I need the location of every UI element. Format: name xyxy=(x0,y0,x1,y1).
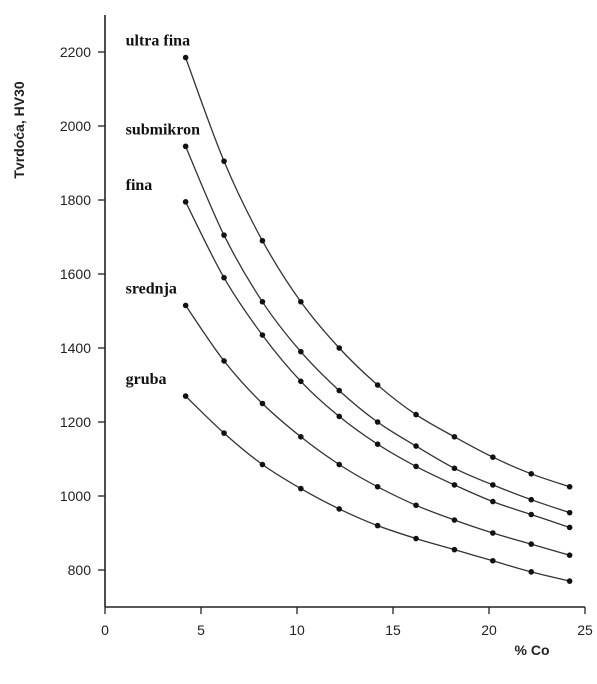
y-tick-label: 1000 xyxy=(60,488,91,504)
series-label: submikron xyxy=(126,121,201,138)
series-group: ultra fina submikron fina srednja gruba xyxy=(126,33,573,584)
y-tick-label: 1400 xyxy=(60,340,91,356)
y-tick-label: 1200 xyxy=(60,414,91,430)
data-point xyxy=(182,199,189,205)
data-point xyxy=(528,511,535,518)
data-point xyxy=(298,348,304,355)
data-point xyxy=(182,302,189,309)
data-point xyxy=(451,434,458,440)
data-point xyxy=(259,400,266,407)
data-point xyxy=(451,517,458,523)
y-tick-label: 2000 xyxy=(60,118,91,134)
data-point xyxy=(259,237,266,244)
series-line xyxy=(185,146,570,514)
y-tick-label: 800 xyxy=(68,562,92,578)
x-ticks: 0 5 10 15 20 25 xyxy=(101,607,593,638)
data-point xyxy=(298,434,304,440)
series-label: gruba xyxy=(126,371,167,388)
data-point xyxy=(451,546,458,553)
data-point xyxy=(221,158,227,164)
series-label: srednja xyxy=(126,280,177,297)
series-label: ultra fina xyxy=(126,33,190,50)
data-point xyxy=(374,419,381,425)
data-point xyxy=(336,461,343,468)
data-point xyxy=(566,578,573,584)
data-point xyxy=(298,298,304,305)
y-tick-label: 1600 xyxy=(60,266,91,282)
data-point xyxy=(374,483,381,490)
series-label: fina xyxy=(126,177,153,194)
data-point xyxy=(336,413,343,420)
data-point xyxy=(490,454,496,460)
data-point xyxy=(490,482,496,488)
x-tick-label: 25 xyxy=(577,622,593,638)
series-srednja: srednja xyxy=(126,280,573,558)
data-point xyxy=(413,502,419,509)
data-point xyxy=(221,232,227,238)
series-fina: fina xyxy=(126,177,573,531)
data-point xyxy=(566,552,573,558)
data-point xyxy=(336,506,343,512)
series-line xyxy=(184,57,570,488)
data-point xyxy=(413,411,419,418)
series-ultra-fina: ultra fina xyxy=(126,33,573,490)
axes xyxy=(104,15,585,608)
data-point xyxy=(374,522,381,529)
data-point xyxy=(528,496,535,503)
data-point xyxy=(221,274,227,281)
data-point xyxy=(298,485,304,492)
series-submikron: submikron xyxy=(126,121,573,516)
series-line xyxy=(185,201,570,529)
data-point xyxy=(221,358,227,364)
data-point xyxy=(566,509,573,516)
data-point xyxy=(566,483,573,490)
data-point xyxy=(528,569,535,575)
series-line xyxy=(185,305,570,556)
y-tick-label: 1800 xyxy=(60,192,91,208)
data-point xyxy=(182,393,189,399)
data-point xyxy=(374,441,381,448)
data-point xyxy=(336,387,343,394)
data-point xyxy=(374,382,381,388)
data-point xyxy=(490,557,496,564)
data-point xyxy=(451,465,458,472)
data-point xyxy=(451,482,458,488)
x-tick-label: 0 xyxy=(101,622,109,638)
x-tick-label: 10 xyxy=(289,622,305,638)
data-point xyxy=(528,541,535,547)
data-point xyxy=(336,345,343,351)
y-axis-label: Tvrdoća, HV30 xyxy=(11,81,27,178)
y-tick-label: 2200 xyxy=(60,44,91,60)
data-point xyxy=(182,143,189,150)
data-point xyxy=(490,530,496,536)
data-point xyxy=(413,535,419,542)
data-point xyxy=(259,332,266,338)
data-point xyxy=(298,378,304,385)
data-point xyxy=(566,524,573,531)
data-point xyxy=(182,54,189,61)
series-gruba: gruba xyxy=(126,371,573,584)
x-tick-label: 20 xyxy=(481,622,497,638)
x-tick-label: 5 xyxy=(197,622,205,638)
data-point xyxy=(413,463,419,470)
data-point xyxy=(490,498,496,505)
data-point xyxy=(413,443,419,449)
data-point xyxy=(259,298,266,305)
x-tick-label: 15 xyxy=(385,622,401,638)
data-point xyxy=(259,461,266,468)
y-ticks: 800 1000 1200 1400 1600 1800 2000 2200 xyxy=(60,44,105,578)
data-point xyxy=(528,471,535,477)
x-axis-label: % Co xyxy=(515,642,550,658)
data-point xyxy=(221,430,227,436)
